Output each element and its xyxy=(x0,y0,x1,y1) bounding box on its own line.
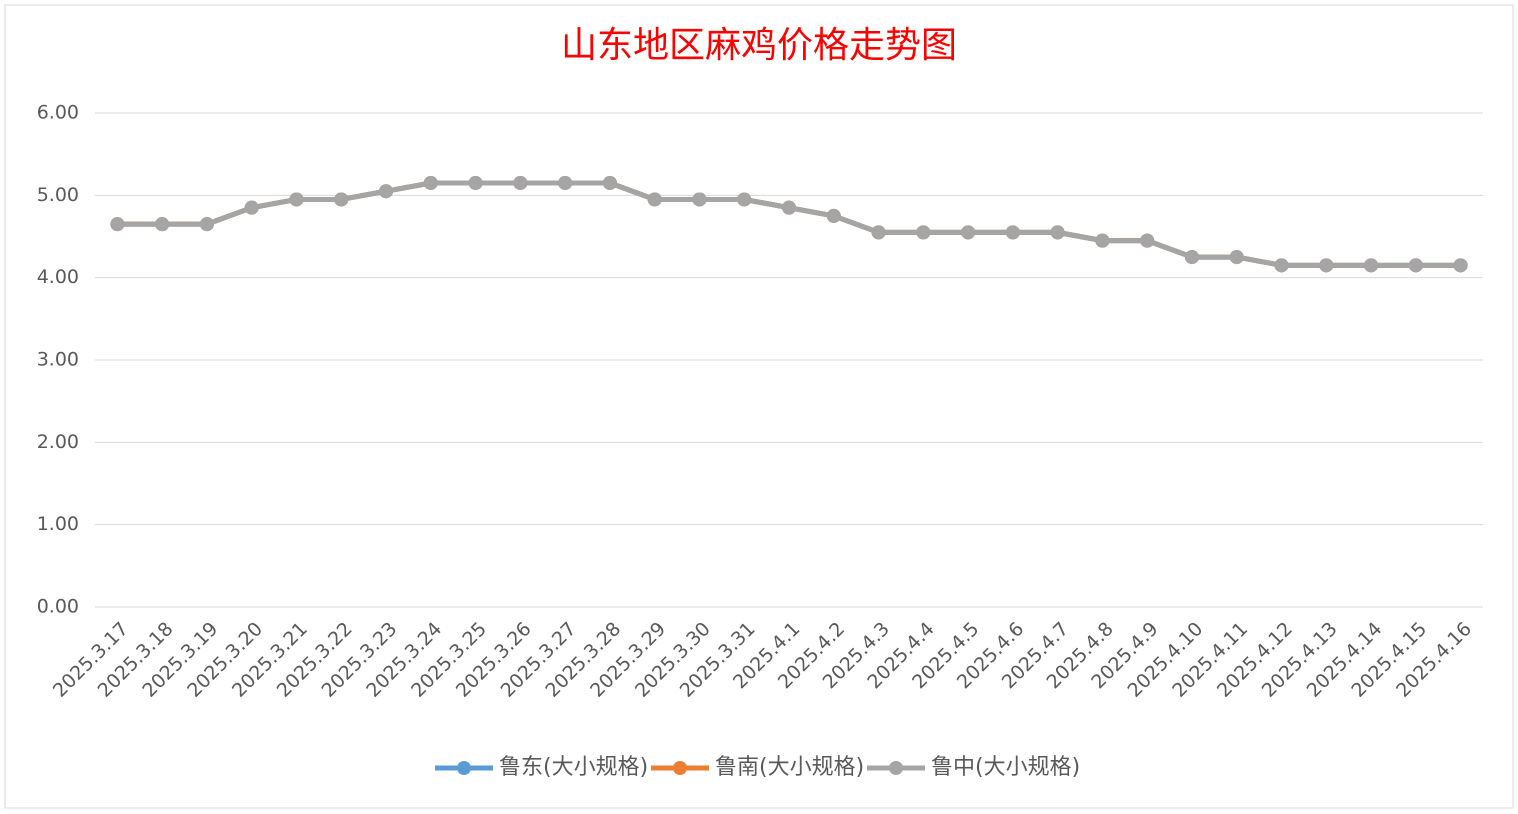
marker xyxy=(782,200,796,215)
marker xyxy=(826,208,841,223)
marker xyxy=(692,192,707,207)
marker xyxy=(513,175,528,190)
marker xyxy=(468,175,483,190)
marker xyxy=(558,175,573,190)
marker xyxy=(1229,250,1244,265)
marker xyxy=(289,192,304,207)
y-tick-label: 6.00 xyxy=(37,102,79,124)
marker xyxy=(334,192,349,207)
marker xyxy=(155,217,170,232)
chart-title: 山东地区麻鸡价格走势图 xyxy=(561,25,957,66)
y-tick-label: 4.00 xyxy=(37,266,79,288)
marker xyxy=(423,175,438,190)
legend-marker xyxy=(457,761,471,775)
marker xyxy=(244,200,259,215)
marker xyxy=(916,225,931,240)
legend-label: 鲁东(大小规格) xyxy=(499,755,648,780)
marker xyxy=(379,184,394,199)
y-tick-label: 3.00 xyxy=(37,349,79,371)
marker xyxy=(1005,225,1020,240)
marker xyxy=(1095,233,1110,248)
legend-marker xyxy=(889,761,903,775)
marker xyxy=(1319,258,1334,273)
legend-label: 鲁南(大小规格) xyxy=(715,755,864,780)
y-tick-label: 0.00 xyxy=(37,596,79,618)
chart-border xyxy=(4,4,1514,809)
marker xyxy=(961,225,976,240)
legend-marker xyxy=(673,761,687,775)
marker xyxy=(1274,258,1289,273)
marker xyxy=(871,225,886,240)
marker xyxy=(1453,258,1468,273)
legend-label: 鲁中(大小规格) xyxy=(931,755,1080,780)
marker xyxy=(1050,225,1065,240)
marker xyxy=(602,175,617,190)
marker xyxy=(199,217,214,232)
marker xyxy=(1140,233,1155,248)
y-tick-label: 1.00 xyxy=(37,513,79,535)
y-tick-label: 2.00 xyxy=(37,431,79,453)
marker xyxy=(1184,250,1199,265)
marker xyxy=(1364,258,1379,273)
marker xyxy=(110,217,125,232)
marker xyxy=(737,192,752,207)
marker xyxy=(1408,258,1423,273)
y-tick-label: 5.00 xyxy=(37,184,79,206)
marker xyxy=(647,192,662,207)
